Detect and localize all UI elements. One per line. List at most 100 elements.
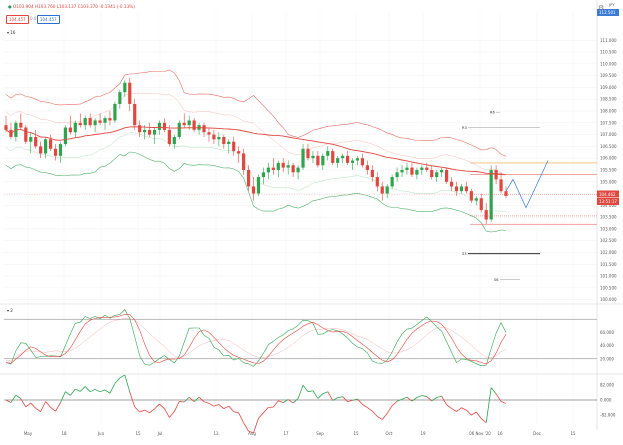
- candle-body: [262, 172, 265, 177]
- osc-segment: [432, 398, 437, 401]
- osc-segment: [491, 388, 496, 394]
- osc-segment: [6, 400, 11, 402]
- osc-segment: [273, 401, 278, 407]
- osc-segment: [402, 397, 407, 399]
- candle-body: [242, 153, 245, 170]
- osc-segment: [382, 413, 387, 419]
- candle-body: [311, 156, 314, 158]
- x-tick-label: 18: [61, 431, 67, 436]
- x-tick-label: Sep: [316, 431, 324, 436]
- indicator-label: ▾ 16: [7, 30, 16, 35]
- osc-segment: [377, 416, 382, 419]
- osc-segment: [481, 419, 486, 423]
- osc-segment: [194, 397, 199, 401]
- osc-segment: [145, 410, 150, 413]
- price-tick-label: 107.000: [600, 132, 617, 137]
- candle-body: [173, 137, 176, 144]
- candle-body: [410, 168, 413, 175]
- candle-body: [49, 139, 52, 148]
- settings-icon[interactable]: ⚙: [598, 4, 604, 12]
- candle-body: [336, 158, 339, 163]
- price-tick-label: 108.500: [600, 97, 617, 102]
- osc-segment: [90, 389, 95, 391]
- osc-segment: [407, 397, 412, 401]
- osc-segment: [224, 406, 229, 409]
- osc-segment: [199, 397, 204, 402]
- osc-segment: [343, 397, 348, 402]
- osc-segment: [70, 389, 75, 395]
- x-tick-label: 15: [570, 431, 576, 436]
- price-tick-label: 102.500: [600, 238, 617, 243]
- osc-segment: [164, 409, 169, 418]
- osc-segment: [387, 406, 392, 414]
- osc-segment: [471, 412, 476, 415]
- x-tick-label: 06 Nov '20: [469, 431, 491, 436]
- candle-body: [64, 128, 67, 145]
- sell-button[interactable]: 104.457: [6, 15, 29, 24]
- lower-band: [6, 152, 506, 232]
- osc-segment: [174, 401, 179, 411]
- osc-segment: [115, 378, 120, 383]
- price-tick-label: 107.500: [600, 120, 617, 125]
- osc-segment: [155, 404, 160, 409]
- osc-segment: [51, 407, 56, 411]
- buy-button[interactable]: 104.457: [37, 15, 60, 24]
- ohlc-readout: ● O103.904 H103.760 L103.137 C103.370 -0…: [8, 4, 135, 9]
- candle-body: [94, 120, 97, 125]
- candle-body: [24, 128, 27, 142]
- osc-segment: [318, 394, 323, 399]
- candle-body: [148, 130, 151, 135]
- candle-body: [376, 177, 379, 186]
- candle-body: [168, 130, 171, 144]
- candle-body: [400, 170, 403, 172]
- osc-tick-label: 0.000: [600, 398, 612, 403]
- candle-body: [4, 125, 7, 130]
- price-tick-label: 110.500: [600, 50, 617, 55]
- osc-segment: [422, 395, 427, 396]
- osc-segment: [150, 409, 155, 413]
- osc-segment: [31, 403, 36, 408]
- osc-segment: [447, 405, 452, 409]
- stoch-tick-label: 40.000: [600, 343, 614, 348]
- osc-segment: [244, 423, 249, 431]
- osc-segment: [461, 408, 466, 410]
- candle-body: [341, 156, 344, 158]
- candle-body: [480, 198, 483, 210]
- stoch-slow-line: [6, 318, 506, 361]
- candle-body: [247, 170, 250, 187]
- candle-body: [257, 177, 260, 194]
- candle-body: [287, 165, 290, 167]
- candle-body: [103, 118, 106, 123]
- candle-body: [490, 170, 493, 220]
- osc-segment: [214, 404, 219, 406]
- candle-body: [123, 83, 126, 92]
- candle-body: [34, 137, 37, 146]
- x-tick-label: May: [24, 431, 33, 436]
- x-tick-label: Jun: [97, 431, 105, 436]
- candle-body: [19, 123, 22, 128]
- pivot-label: S3: [462, 252, 467, 256]
- price-tick-label: 101.500: [600, 262, 617, 267]
- candle-body: [356, 158, 359, 160]
- osc-segment: [323, 392, 328, 394]
- osc-segment: [476, 412, 481, 419]
- osc-segment: [308, 391, 313, 392]
- osc-segment: [60, 392, 65, 403]
- osc-segment: [11, 395, 16, 402]
- stoch-label: ▾ 2: [7, 308, 13, 313]
- x-tick-label: Jul: [157, 431, 163, 436]
- candle-body: [59, 144, 62, 156]
- price-tick-label: 111.000: [600, 38, 617, 43]
- candle-body: [346, 156, 349, 163]
- candle-body: [470, 191, 473, 200]
- osc-segment: [501, 401, 506, 403]
- osc-segment: [189, 397, 194, 401]
- candle-body: [301, 149, 304, 168]
- osc-segment: [135, 407, 140, 412]
- osc-segment: [452, 408, 457, 411]
- candle-body: [445, 170, 448, 182]
- candle-body: [29, 137, 32, 142]
- candle-body: [89, 118, 92, 125]
